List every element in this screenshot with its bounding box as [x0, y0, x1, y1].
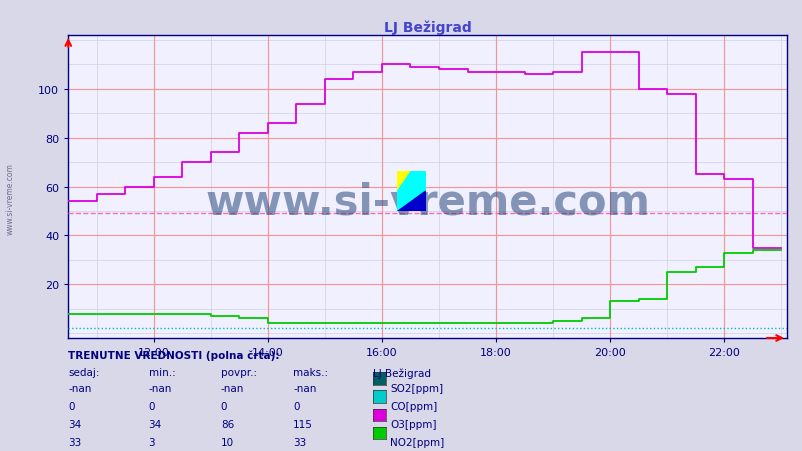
Text: CO[ppm]: CO[ppm] — [390, 401, 437, 411]
Text: maks.:: maks.: — [293, 368, 328, 377]
Text: 10: 10 — [221, 437, 233, 447]
Text: 0: 0 — [293, 401, 299, 411]
Text: min.:: min.: — [148, 368, 175, 377]
Text: -nan: -nan — [221, 383, 244, 393]
Text: sedaj:: sedaj: — [68, 368, 99, 377]
Text: 115: 115 — [293, 419, 313, 429]
Text: www.si-vreme.com: www.si-vreme.com — [205, 181, 650, 223]
Polygon shape — [397, 171, 425, 212]
Text: O3[ppm]: O3[ppm] — [390, 419, 436, 429]
Text: 0: 0 — [68, 401, 75, 411]
Text: NO2[ppm]: NO2[ppm] — [390, 437, 444, 447]
Text: 0: 0 — [148, 401, 155, 411]
Title: LJ Bežigrad: LJ Bežigrad — [383, 20, 471, 35]
Text: 33: 33 — [293, 437, 306, 447]
Text: 86: 86 — [221, 419, 234, 429]
Text: 34: 34 — [68, 419, 82, 429]
Text: 0: 0 — [221, 401, 227, 411]
Text: povpr.:: povpr.: — [221, 368, 257, 377]
Polygon shape — [397, 192, 425, 212]
Text: -nan: -nan — [293, 383, 316, 393]
Polygon shape — [397, 171, 411, 192]
Text: www.si-vreme.com: www.si-vreme.com — [6, 162, 15, 235]
Text: -nan: -nan — [68, 383, 91, 393]
Text: 34: 34 — [148, 419, 162, 429]
Text: LJ Bežigrad: LJ Bežigrad — [373, 368, 431, 378]
Text: 33: 33 — [68, 437, 82, 447]
Text: -nan: -nan — [148, 383, 172, 393]
Text: 3: 3 — [148, 437, 155, 447]
Text: SO2[ppm]: SO2[ppm] — [390, 383, 443, 393]
Text: TRENUTNE VREDNOSTI (polna črta):: TRENUTNE VREDNOSTI (polna črta): — [68, 350, 279, 360]
